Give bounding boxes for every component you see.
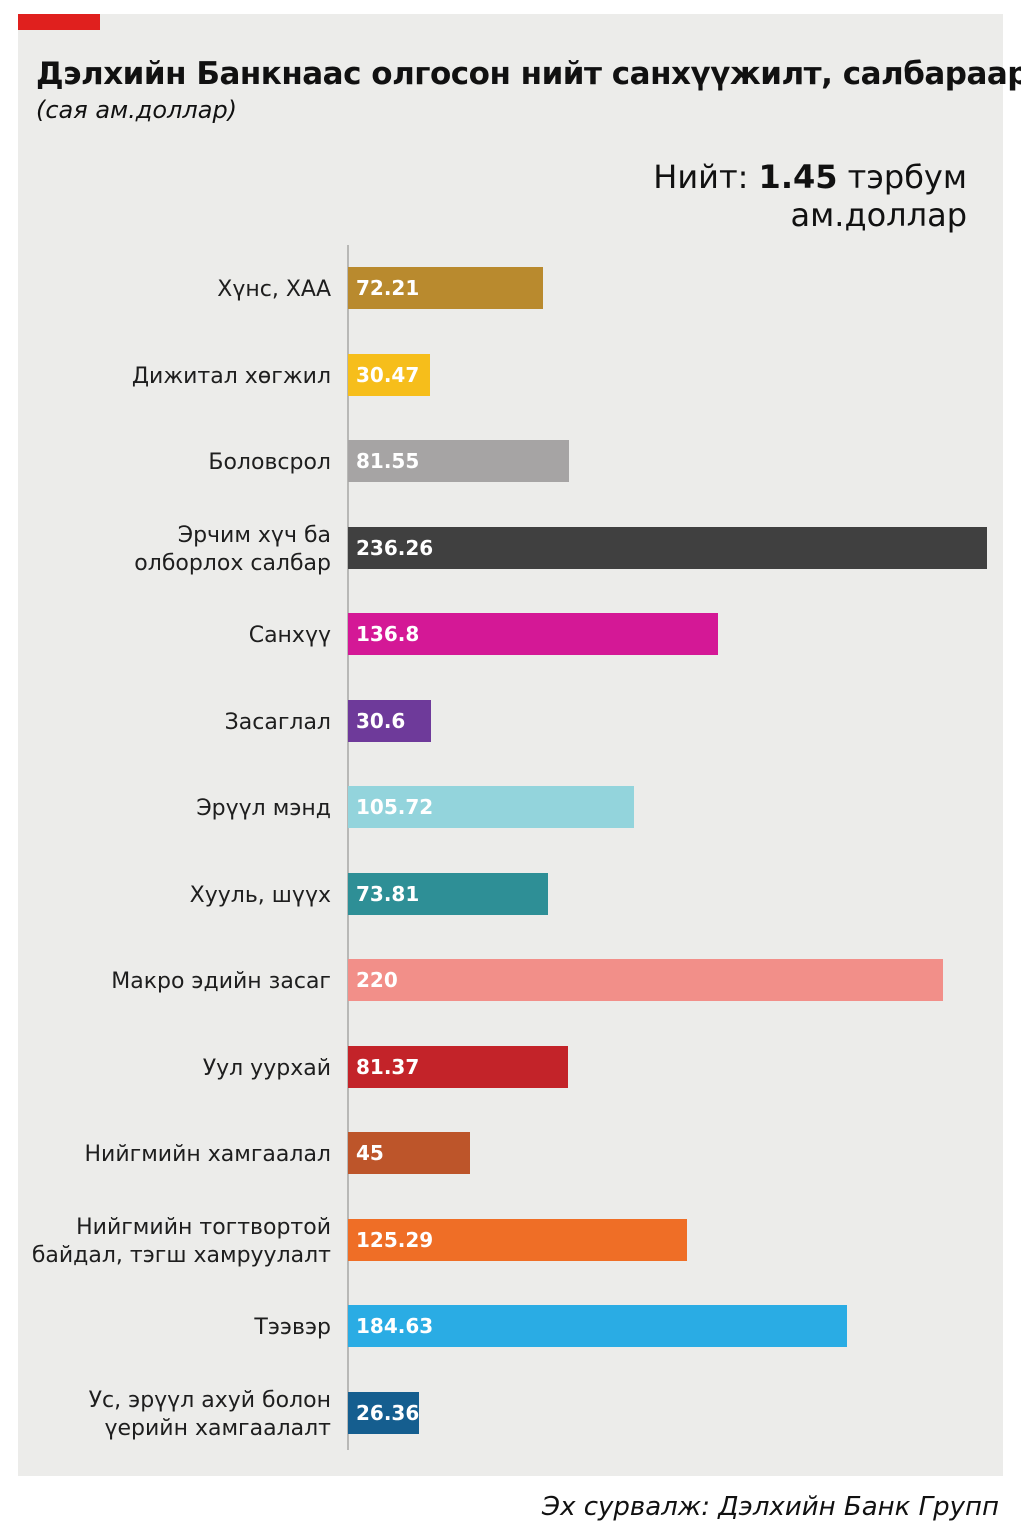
bar (348, 440, 569, 482)
bar (348, 1045, 568, 1088)
bar (348, 267, 543, 309)
category-label: Ус, эрүүл ахуй болон үерийн хамгаалалт (88, 1387, 331, 1441)
bar-value-label: 220 (356, 968, 398, 992)
category-label: Эрүүл мэнд (196, 796, 331, 821)
bar-value-label: 45 (356, 1141, 384, 1165)
category-label: Хүнс, ХАА (217, 277, 331, 302)
category-label: Хууль, шүүх (189, 882, 331, 908)
category-label: Дижитал хөгжил (131, 363, 331, 389)
bar (348, 613, 718, 655)
category-label: Тээвэр (254, 1315, 331, 1340)
category-label: Нийгмийн тогтвортой байдал, тэгш хамруул… (31, 1214, 331, 1268)
bar-value-label: 184.63 (356, 1314, 434, 1338)
bar-value-label: 136.8 (356, 622, 420, 646)
accent-tab (18, 14, 100, 30)
bar-value-label: 72.21 (356, 276, 420, 300)
bar (348, 872, 548, 915)
category-label: Санхүү (248, 623, 331, 648)
total-suffix: тэрбум (837, 158, 967, 196)
bar-value-label: 73.81 (356, 881, 420, 906)
total-line-1: Нийт: 1.45 тэрбум (653, 158, 967, 196)
y-axis-line (347, 245, 349, 1450)
chart-subtitle: (сая ам.доллар) (36, 96, 238, 124)
bar (348, 699, 431, 742)
bar-value-label: 105.72 (356, 795, 434, 819)
chart-title: Дэлхийн Банкнаас олгосон нийт санхүүжилт… (36, 56, 1021, 92)
bar (348, 1305, 847, 1347)
bar (348, 526, 987, 569)
bar (348, 1132, 470, 1174)
category-label: Боловсрол (208, 450, 331, 475)
category-label: Нийгмийн хамгаалал (84, 1142, 332, 1167)
bar-value-label: 30.47 (356, 362, 420, 387)
bar (348, 959, 943, 1001)
bar (348, 1218, 687, 1261)
bar-value-label: 81.37 (356, 1054, 420, 1079)
category-label: Уул уурхай (202, 1055, 331, 1081)
bar (348, 1391, 419, 1434)
bar-value-label: 26.36 (356, 1400, 420, 1425)
bar (348, 353, 430, 396)
bar-value-label: 236.26 (356, 535, 434, 560)
total-prefix: Нийт: (653, 158, 759, 196)
bar-value-label: 81.55 (356, 449, 420, 473)
bar-value-label: 125.29 (356, 1227, 434, 1252)
total-value: 1.45 (758, 158, 838, 196)
total-line-2: ам.доллар (790, 196, 967, 234)
category-label: Эрчим хүч ба олборлох салбар (134, 522, 331, 576)
bar-value-label: 30.6 (356, 708, 406, 733)
category-label: Макро эдийн засаг (111, 969, 331, 994)
total-summary: Нийт: 1.45 тэрбум ам.доллар (653, 158, 967, 234)
bar (348, 786, 634, 828)
category-label: Засаглал (224, 709, 331, 735)
source-note: Эх сурвалж: Дэлхийн Банк Групп (541, 1492, 999, 1522)
